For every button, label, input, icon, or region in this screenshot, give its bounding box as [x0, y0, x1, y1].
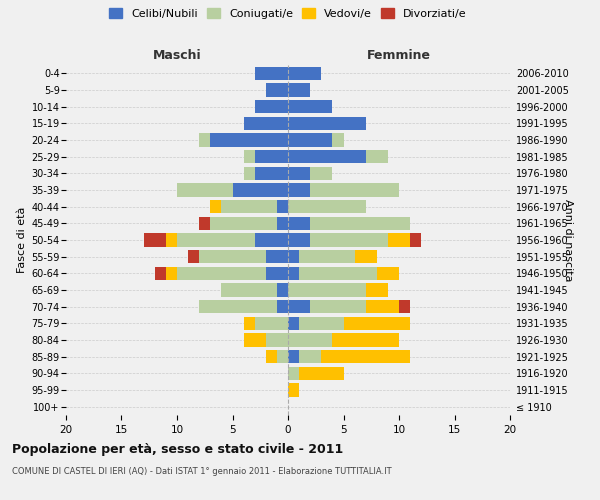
Bar [366, 284, 388, 296]
Text: Maschi: Maschi [152, 48, 202, 62]
Bar [254, 316, 288, 330]
Bar [221, 200, 277, 213]
Bar [254, 150, 288, 164]
Bar [277, 284, 288, 296]
Bar [199, 216, 210, 230]
Bar [266, 350, 277, 364]
Text: Femmine: Femmine [367, 48, 431, 62]
Y-axis label: Anni di nascita: Anni di nascita [563, 198, 573, 281]
Bar [277, 300, 288, 314]
Bar [199, 300, 277, 314]
Bar [310, 166, 332, 180]
Bar [155, 266, 166, 280]
Y-axis label: Fasce di età: Fasce di età [17, 207, 27, 273]
Bar [199, 134, 210, 146]
Bar [210, 216, 277, 230]
Bar [288, 150, 366, 164]
Bar [288, 266, 299, 280]
Bar [266, 334, 288, 346]
Bar [299, 350, 322, 364]
Bar [244, 166, 254, 180]
Bar [377, 266, 399, 280]
Bar [288, 300, 310, 314]
Bar [288, 350, 299, 364]
Bar [177, 184, 233, 196]
Bar [288, 250, 299, 264]
Bar [288, 134, 332, 146]
Bar [288, 166, 310, 180]
Bar [254, 100, 288, 114]
Bar [288, 84, 310, 96]
Bar [188, 250, 199, 264]
Bar [322, 350, 410, 364]
Bar [199, 250, 266, 264]
Bar [299, 316, 343, 330]
Bar [244, 116, 288, 130]
Bar [277, 350, 288, 364]
Bar [355, 250, 377, 264]
Bar [277, 216, 288, 230]
Bar [177, 266, 266, 280]
Bar [288, 184, 310, 196]
Bar [288, 66, 322, 80]
Bar [310, 300, 366, 314]
Bar [266, 266, 288, 280]
Bar [288, 316, 299, 330]
Bar [254, 234, 288, 246]
Bar [310, 216, 410, 230]
Bar [266, 250, 288, 264]
Bar [266, 84, 288, 96]
Bar [299, 266, 377, 280]
Bar [244, 334, 266, 346]
Bar [310, 234, 388, 246]
Bar [288, 284, 366, 296]
Legend: Celibi/Nubili, Coniugati/e, Vedovi/e, Divorziati/e: Celibi/Nubili, Coniugati/e, Vedovi/e, Di… [109, 8, 467, 19]
Bar [288, 384, 299, 396]
Bar [299, 366, 343, 380]
Bar [288, 100, 332, 114]
Bar [388, 234, 410, 246]
Bar [166, 234, 177, 246]
Bar [288, 334, 332, 346]
Bar [332, 334, 399, 346]
Bar [366, 150, 388, 164]
Bar [244, 150, 254, 164]
Bar [254, 66, 288, 80]
Bar [399, 300, 410, 314]
Bar [233, 184, 288, 196]
Bar [144, 234, 166, 246]
Bar [288, 366, 299, 380]
Bar [177, 234, 254, 246]
Bar [288, 200, 366, 213]
Bar [288, 216, 310, 230]
Bar [221, 284, 277, 296]
Bar [299, 250, 355, 264]
Bar [410, 234, 421, 246]
Bar [366, 300, 399, 314]
Bar [332, 134, 343, 146]
Bar [310, 184, 399, 196]
Bar [244, 316, 254, 330]
Bar [288, 234, 310, 246]
Bar [210, 134, 288, 146]
Text: Popolazione per età, sesso e stato civile - 2011: Popolazione per età, sesso e stato civil… [12, 442, 343, 456]
Text: COMUNE DI CASTEL DI IERI (AQ) - Dati ISTAT 1° gennaio 2011 - Elaborazione TUTTIT: COMUNE DI CASTEL DI IERI (AQ) - Dati IST… [12, 468, 392, 476]
Bar [254, 166, 288, 180]
Bar [343, 316, 410, 330]
Bar [210, 200, 221, 213]
Bar [277, 200, 288, 213]
Bar [166, 266, 177, 280]
Bar [288, 116, 366, 130]
